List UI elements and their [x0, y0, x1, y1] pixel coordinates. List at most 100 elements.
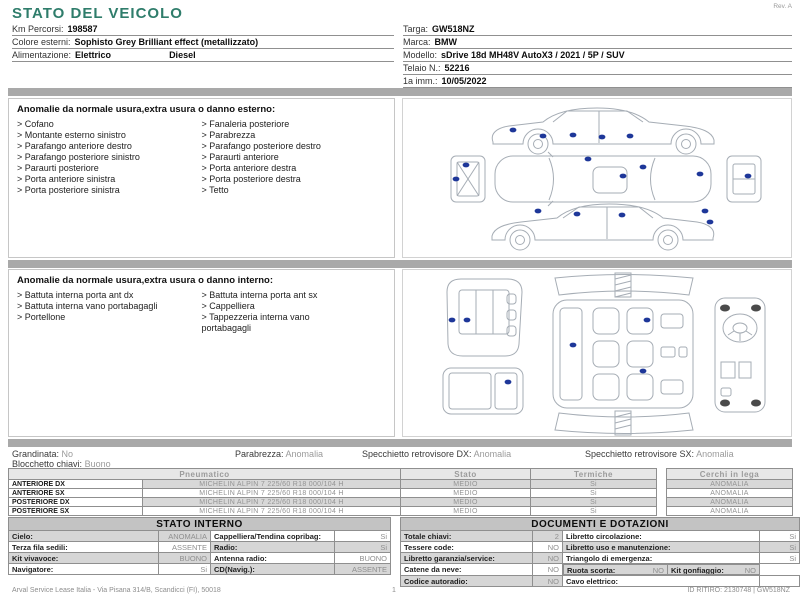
interior-anomalies-panel: Anomalie da normale usura,extra usura o … — [8, 269, 395, 437]
list-item: Porta posteriore sinistra — [17, 185, 177, 196]
table-row: ANOMALIA — [666, 488, 793, 498]
rim-status: ANOMALIA — [666, 488, 793, 498]
tires-table: Pneumatico Stato Termiche ANTERIORE DX M… — [8, 468, 657, 516]
field-value: BUONO — [334, 552, 391, 564]
table-row: ANTERIORE SX MICHELIN ALPIN 7 225/60 R18… — [8, 488, 657, 498]
trunk-closed-view — [442, 367, 524, 415]
field-label: Totale chiavi: — [400, 530, 533, 542]
field-value: NO — [652, 566, 664, 575]
field-value: NO — [531, 575, 563, 587]
field-value: ASSENTE — [158, 541, 211, 553]
damage-marker-icon — [539, 133, 547, 139]
field-value — [759, 575, 800, 587]
field-label: Antenna radio: — [210, 552, 335, 564]
stato-interno-table: STATO INTERNO Cielo: ANOMALIA Cappellier… — [8, 517, 391, 575]
list-item: Fanaleria posteriore — [202, 119, 362, 130]
damage-marker-icon — [452, 176, 460, 182]
tire-stato: MEDIO — [400, 479, 531, 489]
status-specchietto-sx: Specchietto retrovisore SX: Anomalia — [585, 449, 734, 459]
field-label: Ruota scorta: — [566, 566, 616, 575]
exterior-anomalies-title: Anomalie da normale usura,extra usura o … — [17, 104, 276, 115]
list-item: Battuta interna porta ant sx — [202, 290, 362, 301]
table-row: Libretto garanzia/service: NO Triangolo … — [400, 552, 800, 564]
plate-row: Targa: GW518NZ — [403, 23, 792, 36]
section-divider-bar — [8, 439, 792, 447]
table-row: ANTERIORE DX MICHELIN ALPIN 7 225/60 R18… — [8, 479, 657, 489]
footer-company-address: Arval Service Lease Italia - Via Pisana … — [12, 587, 221, 594]
first-registration-label: 1a imm.: — [403, 76, 438, 86]
plate-value: GW518NZ — [432, 24, 475, 34]
table-row: POSTERIORE DX MICHELIN ALPIN 7 225/60 R1… — [8, 497, 657, 507]
tire-stato: MEDIO — [400, 506, 531, 516]
column-header-termiche: Termiche — [530, 468, 657, 480]
list-item: Tetto — [202, 185, 362, 196]
first-registration-value: 10/05/2022 — [441, 76, 487, 86]
status-value: Anomalia — [696, 449, 734, 459]
field-label: Libretto uso e manutenzione: — [561, 541, 761, 553]
list-item: Parafango posteriore destro — [202, 141, 362, 152]
table-row: Totale chiavi: 2 Libretto circolazione: … — [400, 530, 800, 542]
chassis-value: 52216 — [444, 63, 470, 73]
interior-anomalies-list-left: Battuta interna porta ant dx Battuta int… — [17, 290, 202, 334]
list-item: Parafango posteriore sinistro — [17, 152, 177, 163]
revision-label: Rev. A — [773, 3, 792, 10]
rims-table: Cerchi in lega ANOMALIA ANOMALIA ANOMALI… — [666, 468, 793, 516]
car-interior-diagram-svg — [442, 272, 766, 436]
list-item: Parabrezza — [202, 130, 362, 141]
vehicle-summary-left: Km Percorsi: 198587 Colore esterni: Soph… — [12, 23, 394, 62]
status-parabrezza: Parabrezza: Anomalia — [235, 449, 323, 459]
table-row: ANOMALIA — [666, 479, 793, 489]
field-label: Triangolo di emergenza: — [561, 552, 761, 564]
field-label: Libretto circolazione: — [561, 530, 761, 542]
status-specchietto-dx: Specchietto retrovisore DX: Anomalia — [362, 449, 511, 459]
fuel-label: Alimentazione: — [12, 50, 72, 60]
field-label: CD(Navig.): — [210, 563, 335, 575]
chassis-row: Telaio N.: 52216 — [403, 62, 792, 75]
tire-position: ANTERIORE DX — [8, 479, 143, 489]
spare-wheel-cell: Ruota scorta: NO Kit gonfiaggio: NO — [562, 564, 760, 575]
status-value: Anomalia — [285, 449, 324, 459]
exterior-anomalies-list-right: Fanaleria posteriore Parabrezza Parafang… — [202, 119, 387, 196]
field-value: BUONO — [158, 552, 211, 564]
damage-marker-icon — [701, 208, 709, 214]
km-value: 198587 — [67, 24, 98, 34]
model-value: sDrive 18d MH48V AutoX3 / 2021 / 5P / SU… — [441, 50, 625, 60]
documenti-dotazioni-table: DOCUMENTI E DOTAZIONI Totale chiavi: 2 L… — [400, 517, 800, 587]
table-row: Codice autoradio: NO Cavo elettrico: — [400, 575, 800, 587]
damage-marker-icon — [534, 208, 542, 214]
tire-termiche: Si — [530, 497, 657, 507]
tire-stato: MEDIO — [400, 488, 531, 498]
car-top-view — [494, 151, 712, 207]
dashboard-view — [714, 297, 766, 413]
damage-marker-icon — [448, 317, 456, 323]
cabin-top-view — [552, 272, 694, 436]
damage-marker-icon — [744, 173, 752, 179]
page-number: 1 — [392, 587, 396, 594]
field-label: Catene da neve: — [400, 563, 533, 576]
plate-label: Targa: — [403, 24, 429, 34]
column-header-pneumatico: Pneumatico — [8, 468, 401, 480]
car-rear-view — [726, 155, 762, 203]
field-label: Cavo elettrico: — [561, 575, 761, 587]
list-item: Paraurti posteriore — [17, 163, 177, 174]
damage-marker-icon — [639, 368, 647, 374]
car-exterior-damage-diagram — [402, 98, 792, 258]
damage-marker-icon — [598, 134, 606, 140]
tire-spec: MICHELIN ALPIN 7 225/60 R18 000/104 H — [142, 506, 401, 516]
field-value: ANOMALIA — [158, 530, 211, 542]
interior-anomalies-title: Anomalie da normale usura,extra usura o … — [17, 275, 274, 286]
field-value: NO — [531, 552, 563, 564]
status-grandinata: Grandinata: No — [12, 449, 73, 459]
status-label: Parabrezza: — [235, 449, 284, 459]
table-row: Terza fila sedili: ASSENTE Radio: Si — [8, 541, 391, 553]
trunk-open-view — [446, 278, 523, 357]
vehicle-summary-right: Targa: GW518NZ Marca: BMW Modello: sDriv… — [403, 23, 792, 88]
tire-termiche: Si — [530, 479, 657, 489]
list-item: Parafango anteriore destro — [17, 141, 177, 152]
list-item: Tappezzeria interna vano portabagagli — [202, 312, 362, 334]
exterior-anomalies-list-left: Cofano Montante esterno sinistro Parafan… — [17, 119, 202, 196]
table-row: ANOMALIA — [666, 497, 793, 507]
page-title: STATO DEL VEICOLO — [12, 5, 183, 22]
fuel-value-2: Diesel — [169, 50, 196, 60]
car-interior-damage-diagram — [402, 269, 792, 437]
